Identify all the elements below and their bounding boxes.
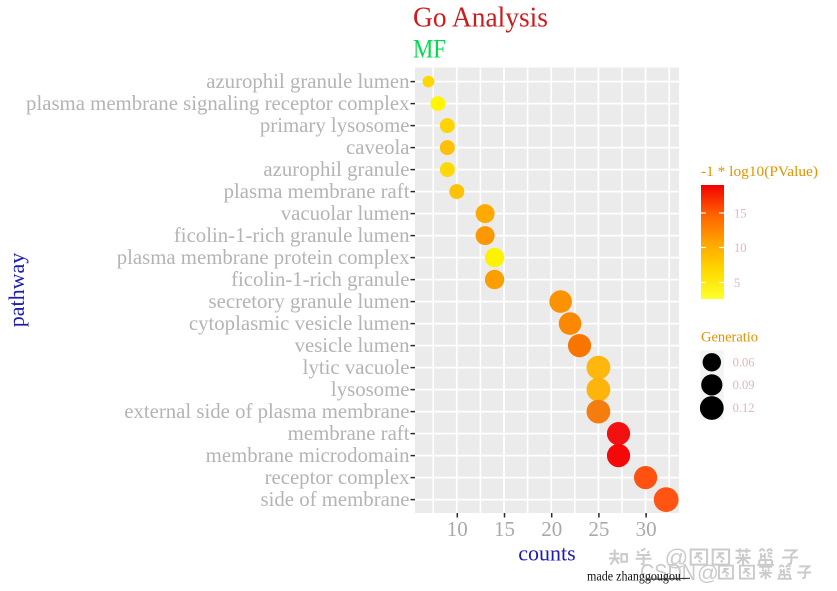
svg-text:plasma membrane protein comple: plasma membrane protein complex (117, 246, 410, 269)
svg-text:20: 20 (541, 517, 562, 541)
svg-text:@: @ (697, 561, 719, 585)
svg-text:side of membrane: side of membrane (261, 488, 410, 511)
svg-text:10: 10 (447, 517, 468, 541)
svg-text:CSDN: CSDN (640, 559, 696, 585)
svg-text:ficolin-1-rich granule lumen: ficolin-1-rich granule lumen (174, 224, 410, 247)
svg-text:pathway: pathway (4, 253, 29, 328)
svg-text:@: @ (698, 562, 720, 586)
svg-text:CSDN: CSDN (641, 560, 697, 586)
svg-text:15: 15 (734, 207, 747, 221)
svg-text:secretory granule lumen: secretory granule lumen (209, 290, 411, 313)
svg-text:0.09: 0.09 (733, 378, 755, 392)
svg-text:lysosome: lysosome (331, 378, 410, 401)
svg-text:vacuolar lumen: vacuolar lumen (281, 202, 410, 225)
svg-text:membrane microdomain: membrane microdomain (206, 444, 410, 467)
svg-text:10: 10 (734, 241, 747, 255)
svg-text:receptor complex: receptor complex (265, 466, 411, 489)
svg-text:30: 30 (636, 517, 657, 541)
svg-text:primary lysosome: primary lysosome (260, 114, 410, 137)
svg-text:cytoplasmic vesicle lumen: cytoplasmic vesicle lumen (189, 312, 410, 335)
svg-text:membrane raft: membrane raft (288, 422, 410, 445)
svg-text:external side of plasma membra: external side of plasma membrane (124, 400, 409, 423)
svg-text:lytic vacuole: lytic vacuole (303, 356, 410, 379)
svg-text:0.06: 0.06 (733, 355, 755, 369)
svg-text:made zhanggougou: made zhanggougou (587, 569, 681, 584)
svg-text:MF: MF (413, 34, 446, 64)
svg-text:plasma membrane raft: plasma membrane raft (224, 180, 410, 203)
svg-text:-1 * log10(PValue): -1 * log10(PValue) (701, 164, 818, 180)
svg-text:ficolin-1-rich granule: ficolin-1-rich granule (231, 268, 409, 291)
svg-text:azurophil granule lumen: azurophil granule lumen (206, 70, 410, 93)
svg-text:@: @ (666, 546, 690, 572)
svg-text:Go Analysis: Go Analysis (413, 3, 548, 34)
svg-text:15: 15 (494, 517, 515, 541)
svg-text:plasma membrane signaling rece: plasma membrane signaling receptor compl… (26, 92, 410, 115)
svg-text:25: 25 (588, 517, 609, 541)
svg-text:azurophil granule: azurophil granule (263, 158, 409, 181)
svg-text:0.12: 0.12 (733, 401, 755, 415)
svg-text:@: @ (665, 545, 689, 571)
svg-text:counts: counts (518, 541, 575, 566)
svg-text:5: 5 (734, 276, 740, 290)
svg-text:vesicle lumen: vesicle lumen (295, 334, 411, 357)
svg-text:Generatio: Generatio (701, 330, 758, 346)
svg-text:caveola: caveola (346, 136, 410, 159)
